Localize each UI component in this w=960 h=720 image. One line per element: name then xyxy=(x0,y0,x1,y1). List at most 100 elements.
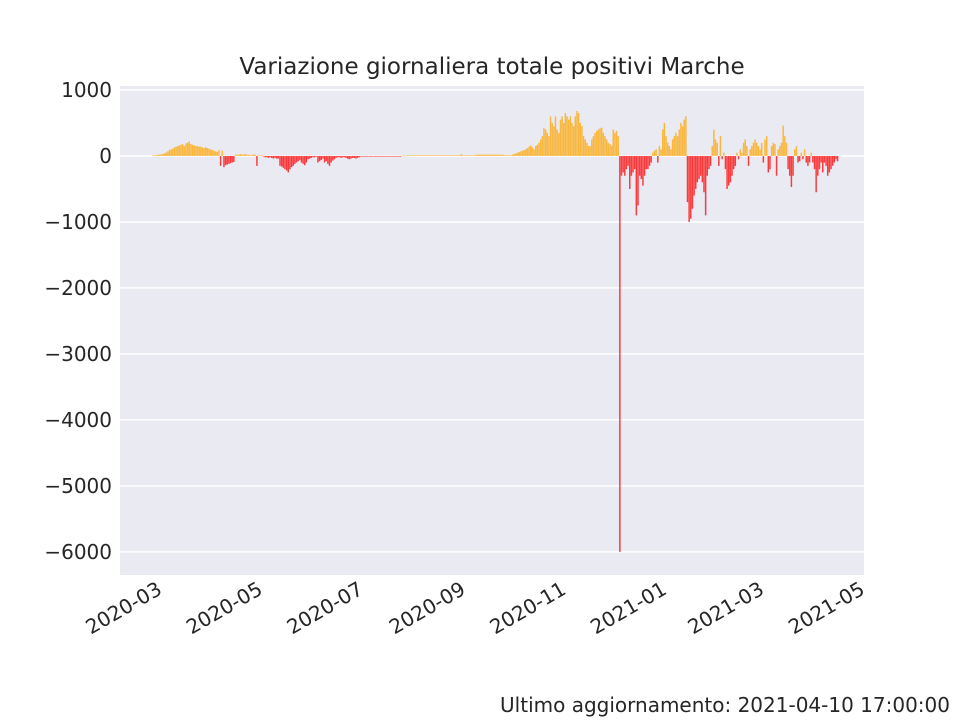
bar xyxy=(505,155,507,156)
bar xyxy=(205,147,207,156)
bar xyxy=(640,155,643,180)
x-tick-label: 2021-01 xyxy=(586,577,670,640)
bar xyxy=(318,155,321,162)
bar xyxy=(803,149,806,156)
bar xyxy=(403,155,405,157)
bar xyxy=(186,142,189,156)
x-tick-label: 2020-05 xyxy=(182,577,266,640)
bar xyxy=(676,136,679,156)
bar xyxy=(162,153,164,156)
bar xyxy=(470,155,473,156)
bar xyxy=(307,155,309,160)
bar xyxy=(591,139,593,156)
bar xyxy=(830,155,832,170)
bar xyxy=(427,155,430,156)
bar xyxy=(431,155,433,156)
bars xyxy=(152,111,839,552)
bar xyxy=(247,154,250,156)
bar xyxy=(262,155,265,157)
bar xyxy=(600,127,603,156)
bar xyxy=(229,155,232,164)
bar xyxy=(464,155,466,156)
bar xyxy=(437,155,440,156)
bar xyxy=(373,155,375,157)
x-tick-label: 2020-03 xyxy=(81,577,165,640)
bar xyxy=(465,155,468,156)
bar xyxy=(582,136,585,156)
bar xyxy=(685,116,687,156)
bar xyxy=(553,126,555,156)
bar xyxy=(201,147,204,156)
bar xyxy=(790,155,793,187)
bar xyxy=(384,155,387,157)
bar xyxy=(190,144,192,156)
bar xyxy=(432,155,435,156)
bar xyxy=(652,152,654,156)
bar xyxy=(826,155,829,176)
bar xyxy=(176,146,179,156)
bar xyxy=(701,155,704,183)
bar xyxy=(315,155,318,157)
y-tick-label: −2000 xyxy=(44,276,112,300)
bar xyxy=(808,155,811,163)
bar xyxy=(663,122,666,156)
bar xyxy=(520,151,522,156)
bar xyxy=(501,154,504,156)
bar xyxy=(251,154,253,156)
bar xyxy=(299,155,301,160)
bar xyxy=(383,155,385,157)
bar xyxy=(416,155,418,156)
bar xyxy=(394,155,397,157)
bar xyxy=(597,129,600,156)
bar xyxy=(447,155,450,156)
bar xyxy=(497,154,499,156)
bar xyxy=(823,155,826,163)
bar xyxy=(513,153,516,156)
bar xyxy=(759,149,761,156)
bar xyxy=(224,155,227,166)
bar xyxy=(478,154,481,156)
bar xyxy=(556,129,558,156)
bar xyxy=(813,155,816,170)
bar xyxy=(678,129,680,156)
bar xyxy=(412,155,415,156)
bar xyxy=(503,155,506,156)
bar xyxy=(739,149,742,156)
bar xyxy=(661,129,664,156)
bar xyxy=(440,155,443,156)
bar xyxy=(295,155,298,163)
bar xyxy=(361,155,364,157)
bar xyxy=(221,150,224,156)
bar xyxy=(320,155,323,160)
bar xyxy=(313,155,316,158)
bar xyxy=(757,146,760,156)
bar xyxy=(693,155,695,196)
bar xyxy=(516,152,519,156)
bar xyxy=(348,155,351,160)
bar xyxy=(213,150,215,156)
bar xyxy=(736,152,738,156)
bar xyxy=(625,155,628,170)
bar xyxy=(780,142,783,156)
bar xyxy=(209,149,212,156)
bar xyxy=(594,132,596,156)
bar xyxy=(633,155,636,170)
bar xyxy=(358,155,360,158)
bar xyxy=(544,129,547,156)
bar xyxy=(500,154,502,156)
bar xyxy=(742,142,745,156)
bar xyxy=(643,155,646,176)
bar xyxy=(792,155,794,176)
bar xyxy=(622,155,624,173)
bar xyxy=(765,136,768,156)
bar xyxy=(561,116,563,156)
bar xyxy=(567,119,570,156)
bar xyxy=(666,142,669,156)
bar xyxy=(492,154,494,156)
bar xyxy=(346,155,349,159)
bar xyxy=(267,155,270,158)
bar xyxy=(627,155,629,166)
bar xyxy=(422,155,425,156)
bar xyxy=(231,155,233,163)
